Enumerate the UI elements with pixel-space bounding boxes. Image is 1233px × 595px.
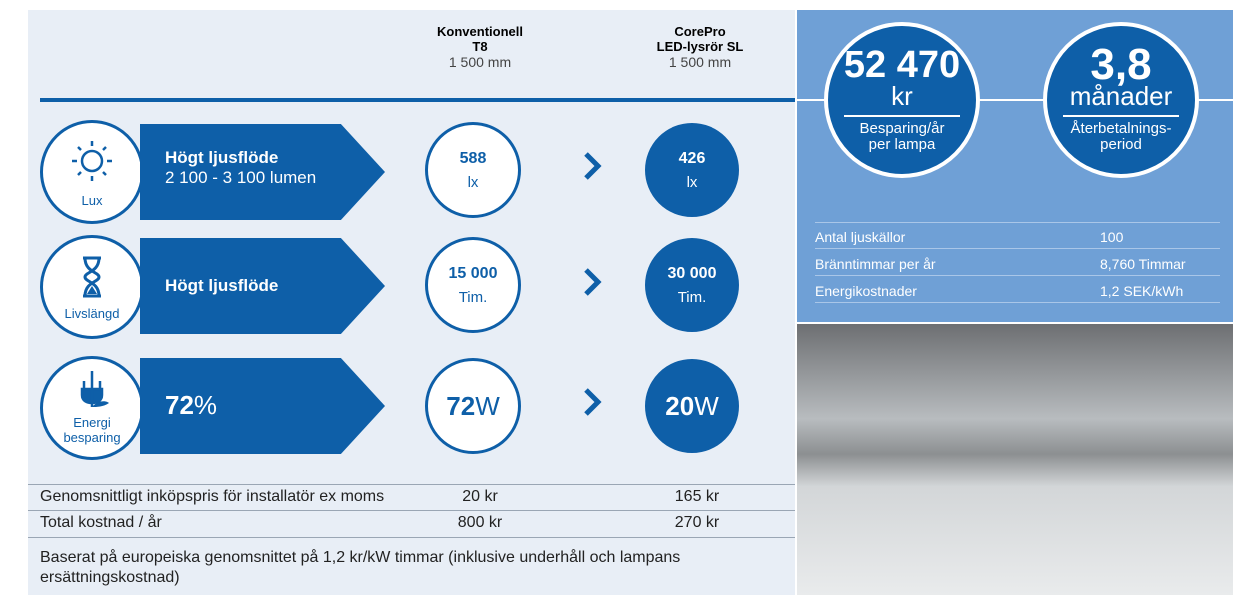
spec-rule <box>815 222 1220 223</box>
led-value: 426 <box>679 150 706 168</box>
summary-label: per lampa <box>869 137 936 153</box>
icon-label: Energi <box>73 415 111 430</box>
summary-circle: 3,8 månader Återbetalnings- period <box>1043 22 1199 178</box>
summary-unit: månader <box>1070 83 1173 109</box>
header-rule <box>40 98 795 102</box>
led-type: LED-lysrör SL <box>657 39 744 54</box>
led-value: 30 000 <box>668 265 717 283</box>
icon-label: Livslängd <box>65 306 120 321</box>
led-unit: W <box>694 391 719 421</box>
feature-banner: 72% <box>140 358 385 454</box>
summary-circle: 52 470 kr Besparing/år per lampa <box>824 22 980 178</box>
hourglass-icon <box>43 238 141 336</box>
feature-subtitle: 2 100 - 3 100 lumen <box>165 168 316 188</box>
led-power: 20W <box>665 391 718 422</box>
conv-length: 1 500 mm <box>449 54 511 70</box>
feature-banner: Högt ljusflöde <box>140 238 385 334</box>
icon-circle: Livslängd <box>40 235 144 339</box>
table-led: 165 kr <box>675 488 719 506</box>
page: Konventionell T8 1 500 mm CorePro LED-ly… <box>0 0 1233 595</box>
led-value: 20 <box>665 391 694 421</box>
summary-divider <box>844 115 960 117</box>
feature-banner: Högt ljusflöde 2 100 - 3 100 lumen <box>140 124 385 220</box>
feature-title: 72% <box>165 390 217 421</box>
table-led: 270 kr <box>675 514 719 532</box>
icon-label: Lux <box>82 193 103 208</box>
summary-label: Besparing/år <box>859 121 944 137</box>
rule <box>28 484 795 485</box>
conv-value: 72 <box>446 391 475 421</box>
footnote: Baserat på europeiska genomsnittet på 1,… <box>40 548 780 588</box>
table-conv: 20 kr <box>462 488 498 506</box>
spec-label: Bränntimmar per år <box>815 256 936 272</box>
saving-value: 72 <box>165 390 194 420</box>
feature-title: Högt ljusflöde <box>165 148 278 168</box>
conv-value: 15 000 <box>449 265 498 283</box>
conv-power: 72W <box>446 391 499 422</box>
led-circle: 30 000 Tim. <box>642 235 742 335</box>
icon-circle: Energi besparing <box>40 356 144 460</box>
saving-unit: % <box>194 390 217 420</box>
spec-label: Energikostnader <box>815 283 917 299</box>
conv-unit: Tim. <box>459 289 488 306</box>
spec-rule <box>815 302 1220 303</box>
summary-value: 52 470 <box>844 47 960 83</box>
led-length: 1 500 mm <box>669 54 731 70</box>
spec-rule <box>815 275 1220 276</box>
spec-label: Antal ljuskällor <box>815 229 905 245</box>
table-conv: 800 kr <box>458 514 502 532</box>
conv-value: 588 <box>460 150 487 168</box>
rule <box>28 510 795 511</box>
led-unit: Tim. <box>678 289 707 306</box>
icon-circle: Lux <box>40 120 144 224</box>
conv-name: Konventionell <box>437 24 523 39</box>
photo <box>797 324 1233 595</box>
summary-divider <box>1063 115 1179 117</box>
table-label: Genomsnittligt inköpspris för installatö… <box>40 488 384 506</box>
conv-unit: lx <box>468 174 479 191</box>
summary-label: Återbetalnings- <box>1071 121 1172 137</box>
spec-value: 8,760 Timmar <box>1100 256 1186 272</box>
spec-value: 100 <box>1100 229 1123 245</box>
conv-type: T8 <box>472 39 487 54</box>
conv-circle: 15 000 Tim. <box>425 237 521 333</box>
summary-label: period <box>1100 137 1142 153</box>
spec-value: 1,2 SEK/kWh <box>1100 283 1183 299</box>
conv-unit: W <box>475 391 500 421</box>
led-unit: lx <box>687 174 698 191</box>
led-circle: 20W <box>642 356 742 456</box>
table-label: Total kostnad / år <box>40 514 162 532</box>
led-circle: 426 lx <box>642 120 742 220</box>
conv-circle: 588 lx <box>425 122 521 218</box>
summary-value: 3,8 <box>1090 47 1151 83</box>
rule <box>28 537 795 538</box>
icon-label: besparing <box>63 430 120 445</box>
led-name: CorePro <box>674 24 725 39</box>
spec-rule <box>815 248 1220 249</box>
feature-title: Högt ljusflöde <box>165 276 278 296</box>
chevrons <box>580 150 610 490</box>
conv-circle: 72W <box>425 358 521 454</box>
summary-unit: kr <box>891 83 913 109</box>
